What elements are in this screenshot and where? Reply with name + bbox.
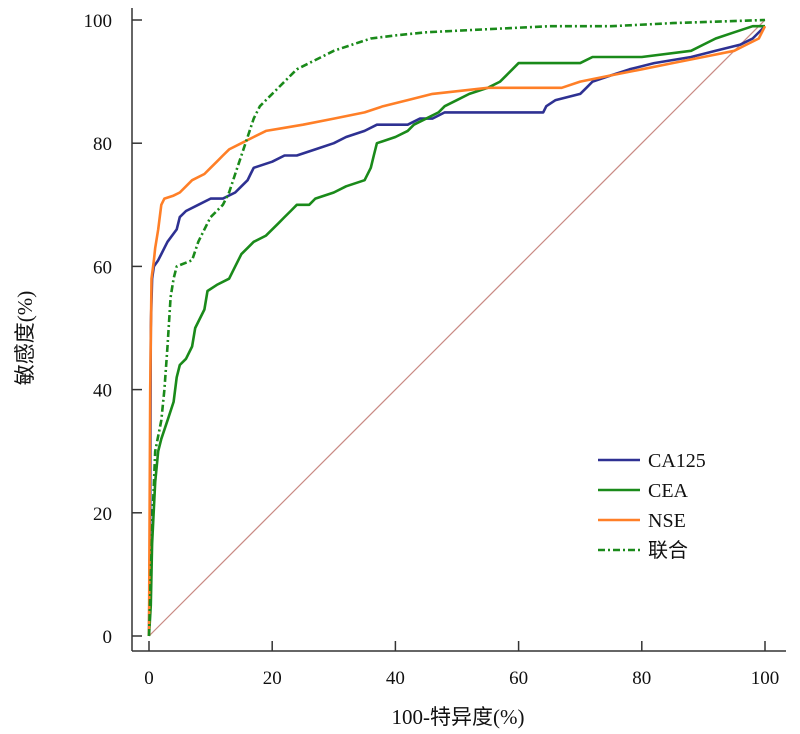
legend-item: CA125: [598, 450, 706, 472]
y-axis-title: 敏感度(%): [13, 291, 37, 385]
series-line-联合: [147, 18, 766, 637]
x-tick-label: 80: [632, 668, 651, 689]
legend-item: CEA: [598, 480, 689, 502]
y-axis-ticks: 0 20 40 60 80 100: [84, 11, 142, 648]
series-lines: [147, 18, 767, 637]
x-tick-label: 40: [386, 668, 405, 689]
y-tick-label: 100: [84, 11, 113, 32]
legend-label: NSE: [648, 510, 686, 532]
y-tick-label: 60: [93, 257, 112, 278]
x-tick-label: 60: [509, 668, 528, 689]
legend-label: 联合: [648, 539, 688, 562]
x-axis-title: 100-特异度(%): [392, 705, 525, 729]
y-tick-label: 20: [93, 504, 112, 525]
y-tick-label: 0: [103, 627, 113, 648]
x-axis-ticks: 0 20 40 60 80 100: [144, 641, 779, 689]
x-tick-label: 100: [751, 668, 780, 689]
legend-item: NSE: [598, 510, 686, 532]
legend-label: CA125: [648, 450, 706, 472]
legend: CA125 CEA NSE 联合: [598, 450, 706, 562]
reference-diagonal-line: [148, 19, 766, 637]
y-tick-label: 40: [93, 381, 112, 402]
x-tick-label: 20: [263, 668, 282, 689]
series-line-cea: [147, 24, 765, 637]
legend-label: CEA: [648, 480, 689, 502]
legend-item: 联合: [598, 539, 688, 562]
y-tick-label: 80: [93, 134, 112, 155]
series-line-nse: [147, 25, 767, 637]
x-tick-label: 0: [144, 668, 154, 689]
